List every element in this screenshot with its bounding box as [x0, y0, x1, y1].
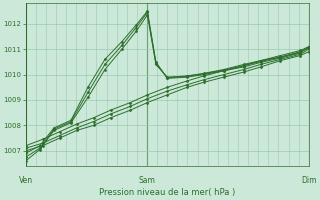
X-axis label: Pression niveau de la mer( hPa ): Pression niveau de la mer( hPa ): [99, 188, 235, 197]
